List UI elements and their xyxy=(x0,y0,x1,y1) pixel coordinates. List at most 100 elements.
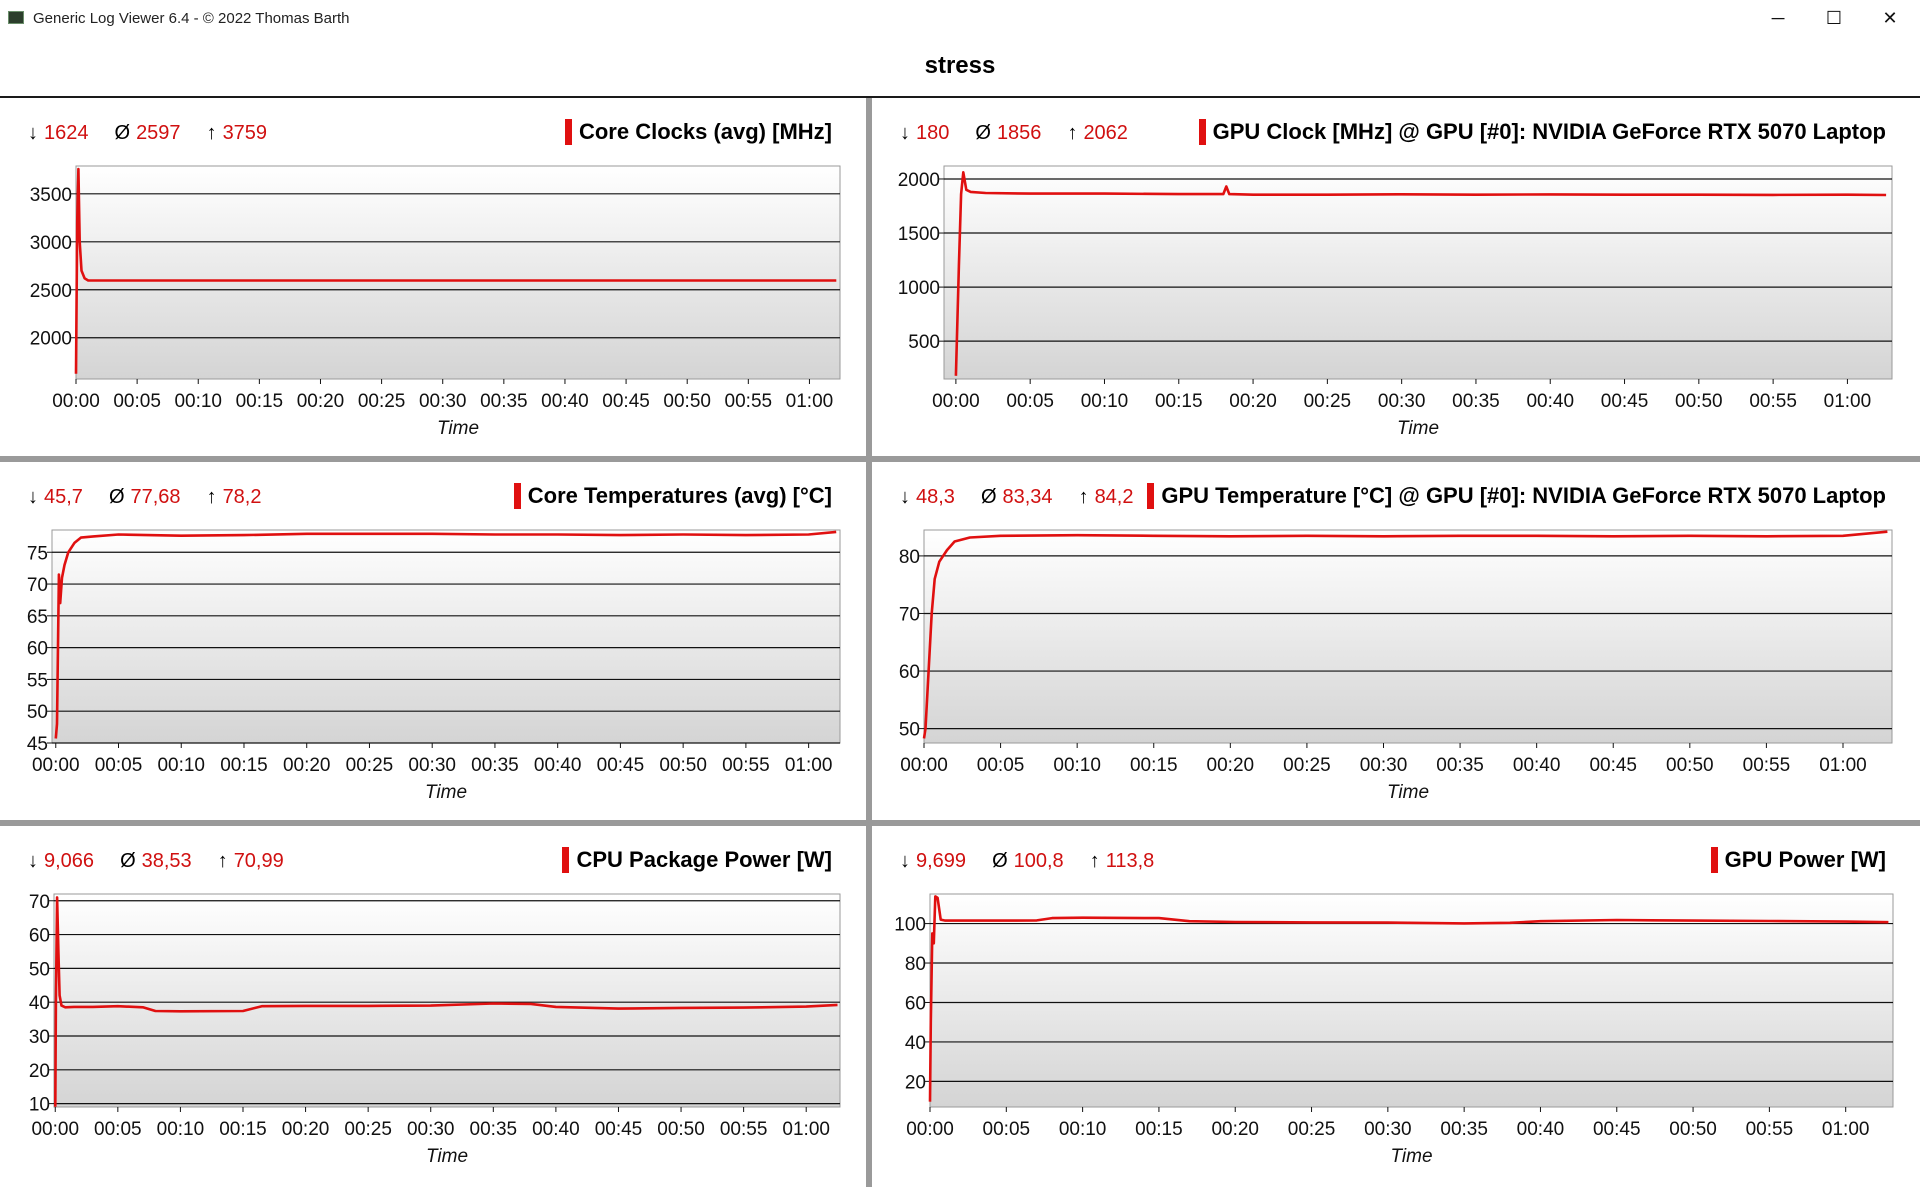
y-tick-label: 3500 xyxy=(30,185,72,206)
min-stat: ↓ 45,7 xyxy=(28,486,83,509)
chart-title-text: GPU Temperature [°C] @ GPU [#0]: NVIDIA … xyxy=(1161,483,1886,508)
x-tick-label: 00:15 xyxy=(220,755,268,776)
max-stat-value: 2062 xyxy=(1083,121,1128,144)
min-stat-value: 1624 xyxy=(44,121,89,144)
chart-grid: ↓ 1624 Ø 2597 ↑ 3759 Core Clocks (avg) [MHz] 20… xyxy=(0,98,1920,1187)
x-tick-label: 00:05 xyxy=(1006,391,1054,412)
max-stat: ↑ 70,99 xyxy=(218,850,284,873)
x-tick-label: 00:55 xyxy=(720,1119,768,1140)
x-tick-label: 00:10 xyxy=(1081,391,1129,412)
series-marker xyxy=(1198,119,1206,145)
x-tick-label: 00:20 xyxy=(283,755,331,776)
x-tick-label: 00:45 xyxy=(1601,391,1649,412)
arrow-down-icon: ↓ xyxy=(28,121,38,144)
min-stat-value: 9,066 xyxy=(44,849,95,872)
x-tick-label: 00:35 xyxy=(1452,391,1500,412)
y-tick-label: 3000 xyxy=(30,233,72,254)
chart-svg: 45 50 55 60 65 70 75 00:00 00:05 00:10 00:15 00:20 0… xyxy=(27,529,841,803)
avg-stat-value: 38,53 xyxy=(141,849,192,872)
y-tick-label: 2000 xyxy=(30,329,72,350)
x-tick-label: 00:10 xyxy=(157,755,205,776)
chart-panel: ↓ 9,699 Ø 100,8 ↑ 113,8 GPU Power [W] 20 40 60 80 1… xyxy=(872,826,1920,1187)
min-stat: ↓ 48,3 xyxy=(900,486,955,509)
chart-svg: 20 40 60 80 100 00:00 00:05 00:10 00:15 00:20 00:2… xyxy=(894,893,1894,1167)
x-tick-label: 00:50 xyxy=(1669,1119,1717,1140)
max-stat-value: 113,8 xyxy=(1105,849,1155,872)
min-stat-value: 180 xyxy=(916,121,950,144)
x-tick-label: 00:20 xyxy=(1211,1119,1259,1140)
x-tick-label: 00:20 xyxy=(297,391,345,412)
average-icon: Ø xyxy=(114,121,131,144)
arrow-down-icon: ↓ xyxy=(28,485,38,508)
x-tick-label: 00:35 xyxy=(470,1119,518,1140)
y-tick-label: 500 xyxy=(908,332,940,353)
x-axis-label: Time xyxy=(426,1146,468,1167)
close-button[interactable]: ✕ xyxy=(1882,7,1898,28)
arrow-up-icon: ↑ xyxy=(206,485,217,508)
window-title: Generic Log Viewer 6.4 - © 2022 Thomas B… xyxy=(33,10,350,27)
x-tick-label: 00:55 xyxy=(725,391,773,412)
series-line xyxy=(74,167,837,374)
y-tick-label: 1500 xyxy=(898,224,940,245)
y-tick-label: 50 xyxy=(29,959,50,980)
title-bar: Generic Log Viewer 6.4 - © 2022 Thomas B… xyxy=(0,0,1920,37)
x-tick-label: 00:55 xyxy=(1743,755,1791,776)
chart-panel: ↓ 45,7 Ø 77,68 ↑ 78,2 Core Temperatures (avg) … xyxy=(0,462,866,820)
arrow-up-icon: ↑ xyxy=(1089,849,1100,872)
arrow-up-icon: ↑ xyxy=(217,849,228,872)
x-tick-label: 00:00 xyxy=(32,755,80,776)
x-tick-label: 00:30 xyxy=(408,755,456,776)
x-tick-label: 00:40 xyxy=(534,755,582,776)
x-tick-label: 00:45 xyxy=(597,755,645,776)
chart-panel: ↓ 1624 Ø 2597 ↑ 3759 Core Clocks (avg) [MHz] 20… xyxy=(0,98,866,456)
max-stat: ↑ 2062 xyxy=(1067,122,1128,145)
avg-stat-value: 83,34 xyxy=(1002,485,1053,508)
x-axis-label: Time xyxy=(425,782,467,803)
maximize-button[interactable]: ☐ xyxy=(1825,7,1843,28)
x-axis-label: Time xyxy=(1390,1146,1432,1167)
x-tick-label: 00:45 xyxy=(602,391,650,412)
x-tick-label: 00:55 xyxy=(1749,391,1797,412)
y-tick-label: 80 xyxy=(905,954,926,975)
x-tick-label: 00:30 xyxy=(1378,391,1426,412)
x-tick-label: 00:00 xyxy=(906,1119,954,1140)
y-tick-label: 70 xyxy=(27,575,48,596)
chart-title-text: Core Clocks (avg) [MHz] xyxy=(578,119,832,144)
x-tick-label: 00:40 xyxy=(1526,391,1574,412)
minimize-button[interactable]: ─ xyxy=(1771,7,1785,28)
y-tick-label: 80 xyxy=(899,547,920,568)
y-tick-label: 60 xyxy=(899,662,920,683)
x-tick-label: 00:50 xyxy=(659,755,707,776)
y-tick-label: 60 xyxy=(29,926,50,947)
x-tick-label: 00:50 xyxy=(1675,391,1723,412)
series-line xyxy=(928,895,1889,1102)
x-tick-label: 00:40 xyxy=(532,1119,580,1140)
min-stat-value: 45,7 xyxy=(44,485,83,508)
x-tick-label: 00:35 xyxy=(1440,1119,1488,1140)
x-tick-label: 00:25 xyxy=(344,1119,392,1140)
x-tick-label: 01:00 xyxy=(786,391,834,412)
x-tick-label: 00:50 xyxy=(657,1119,705,1140)
x-axis-label: Time xyxy=(1387,782,1429,803)
app-icon xyxy=(8,11,24,24)
y-tick-label: 65 xyxy=(27,607,48,628)
x-tick-label: 00:00 xyxy=(52,391,100,412)
avg-stat: Ø 1856 xyxy=(975,122,1041,145)
document-title: stress xyxy=(924,52,996,79)
max-stat: ↑ 78,2 xyxy=(207,486,262,509)
series-line xyxy=(54,896,838,1107)
plot-area xyxy=(75,165,841,380)
x-tick-label: 00:30 xyxy=(407,1119,455,1140)
y-tick-label: 100 xyxy=(894,915,926,936)
chart-title-text: Core Temperatures (avg) [°C] xyxy=(527,483,832,508)
avg-stat: Ø 77,68 xyxy=(109,486,181,509)
x-tick-label: 01:00 xyxy=(1819,755,1867,776)
y-tick-label: 75 xyxy=(27,543,48,564)
series-line xyxy=(954,171,1887,376)
chart-title-text: GPU Clock [MHz] @ GPU [#0]: NVIDIA GeFor… xyxy=(1212,119,1886,144)
average-icon: Ø xyxy=(120,849,136,872)
x-tick-label: 00:25 xyxy=(1283,755,1331,776)
document-header: stress xyxy=(0,36,1920,98)
chart-panel: ↓ 48,3 Ø 83,34 ↑ 84,2 GPU Temperature [°C] @ G… xyxy=(872,462,1920,820)
y-tick-label: 40 xyxy=(905,1033,926,1054)
